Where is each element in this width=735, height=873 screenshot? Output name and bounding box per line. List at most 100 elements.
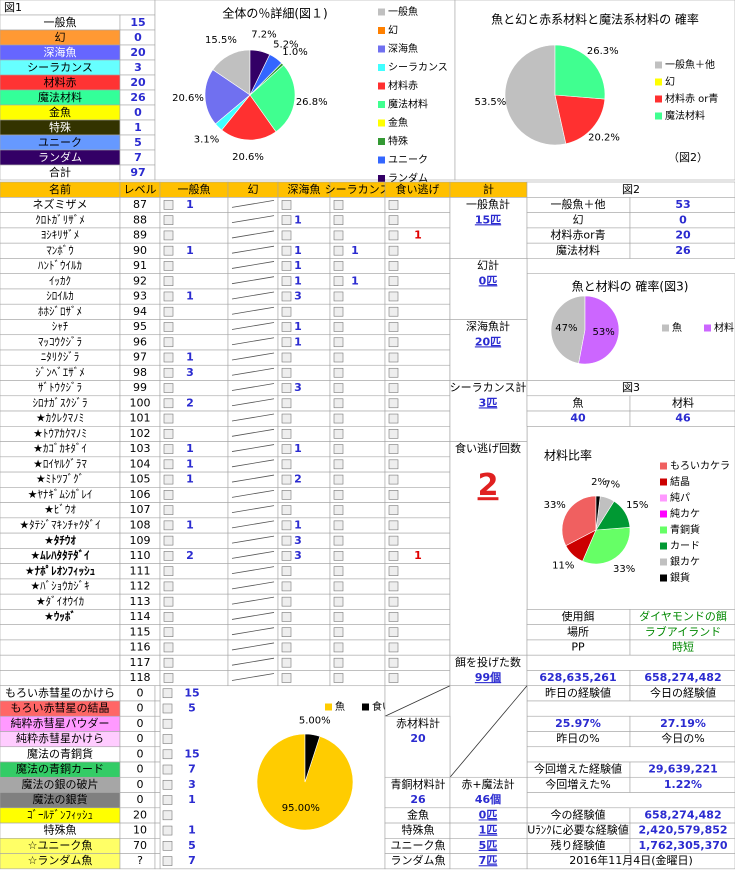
column-header: 深海魚 [288, 182, 321, 196]
spin-icon [388, 612, 399, 622]
spin-icon [162, 703, 173, 714]
spin-icon [163, 657, 174, 668]
cell [227, 364, 279, 381]
cell [449, 853, 528, 870]
column-header: 幻 [248, 183, 259, 196]
fig2-value: 0 [679, 213, 687, 226]
fish-count: 3 [294, 290, 302, 303]
legend-swatch [378, 27, 385, 34]
cell-slash [231, 474, 275, 483]
summary-value: 1 [134, 121, 142, 134]
pie-label: 33% [613, 564, 635, 575]
legend-swatch [378, 8, 385, 16]
fish-name: ★ﾑﾚﾊﾀﾀﾃﾀﾞｲ [30, 548, 90, 562]
cell [154, 822, 161, 839]
cell [227, 425, 279, 442]
cell-slash [231, 550, 275, 559]
fish-level: 109 [130, 534, 151, 547]
column-header: 名前 [49, 182, 71, 196]
summary-value: 0 [134, 31, 142, 44]
spin-icon [333, 535, 344, 546]
material-value: 3 [188, 778, 196, 791]
total-label: 一般魚計 [466, 197, 510, 211]
fish-level: 87 [133, 198, 147, 211]
cell-slash [231, 627, 275, 636]
spin-icon [333, 352, 344, 363]
spin-icon [281, 642, 292, 653]
cell-slash [384, 685, 451, 717]
spin-icon [163, 673, 174, 683]
legend-label: 特殊 [388, 135, 408, 148]
summary-label: 金魚 [49, 105, 71, 119]
legend-swatch [660, 574, 667, 582]
legend-label: 青銅貨 [670, 523, 700, 536]
spin-icon [281, 490, 292, 500]
spin-icon [281, 276, 292, 287]
spin-icon [281, 581, 292, 592]
fish-name: ｼﾞﾝﾍﾞｴｻﾞﾒ [35, 366, 85, 379]
material-level: 0 [137, 686, 144, 699]
cell [227, 197, 279, 213]
spin-icon [163, 337, 174, 348]
fish-count: 1 [186, 457, 194, 470]
cell [227, 654, 279, 671]
pie-slice [582, 527, 631, 565]
cell [227, 487, 279, 503]
fish-level: 115 [130, 625, 151, 638]
cell [154, 838, 161, 854]
column-header: 一般魚 [178, 183, 211, 196]
material-level: 70 [133, 839, 147, 852]
pie-label: 47% [555, 323, 577, 334]
summary-label: ユニーク [38, 136, 82, 149]
cell [227, 548, 279, 564]
fig3-value: 46 [675, 412, 691, 425]
fish-level: 95 [133, 320, 147, 333]
spin-icon [388, 535, 399, 546]
fig3-column: 材料 [672, 395, 694, 409]
cell-slash [231, 322, 275, 330]
fish-name: ★ﾀﾃｼﾞﾏｷﾝﾁｬｸﾀﾞｲ [19, 518, 100, 531]
spin-icon [333, 276, 344, 287]
column-header: シーラカンス [325, 183, 391, 196]
fish-count: 1 [294, 335, 302, 348]
spin-icon [163, 581, 174, 592]
fig2-label: 一般魚＋他 [551, 198, 606, 211]
column-header: 計 [483, 182, 494, 196]
material-value: 5 [188, 702, 196, 715]
pie-label: 7.2% [251, 29, 276, 40]
escape-value: 2 [478, 468, 499, 503]
total-value: 20匹 [475, 335, 501, 348]
fish-level: 104 [130, 457, 151, 470]
summary-total-label: 合計 [49, 165, 71, 179]
material-name: 純粋赤彗星パウダー [11, 716, 110, 730]
fish-level: 107 [130, 503, 151, 516]
spin-icon [388, 657, 399, 668]
spin-icon [163, 642, 174, 653]
spin-icon [333, 657, 344, 668]
spin-icon [388, 276, 399, 287]
spin-icon [163, 398, 174, 409]
spin-icon [281, 551, 292, 561]
fish-level: 106 [130, 488, 151, 501]
pie-slice [554, 44, 606, 100]
material-value: 7 [188, 763, 196, 776]
spin-icon [333, 520, 344, 531]
cell [0, 654, 121, 671]
spin-icon [333, 642, 344, 653]
cell [449, 197, 528, 259]
legend-label: ランダム [388, 172, 428, 185]
legend-swatch [378, 101, 385, 108]
spin-icon [333, 673, 344, 683]
summary-value: 26 [130, 91, 146, 104]
legend-swatch [378, 138, 385, 145]
cell-slash [231, 200, 275, 208]
spin-icon [281, 215, 292, 225]
column-header: 食い逃げ [396, 182, 440, 196]
spin-icon [281, 673, 292, 683]
legend-label: 純パ [670, 491, 690, 504]
pie-label: 15.5% [205, 35, 237, 46]
spin-icon [281, 474, 292, 485]
spin-icon [333, 581, 344, 592]
fish-level: 102 [130, 427, 151, 440]
summary-value: 15 [130, 16, 145, 29]
